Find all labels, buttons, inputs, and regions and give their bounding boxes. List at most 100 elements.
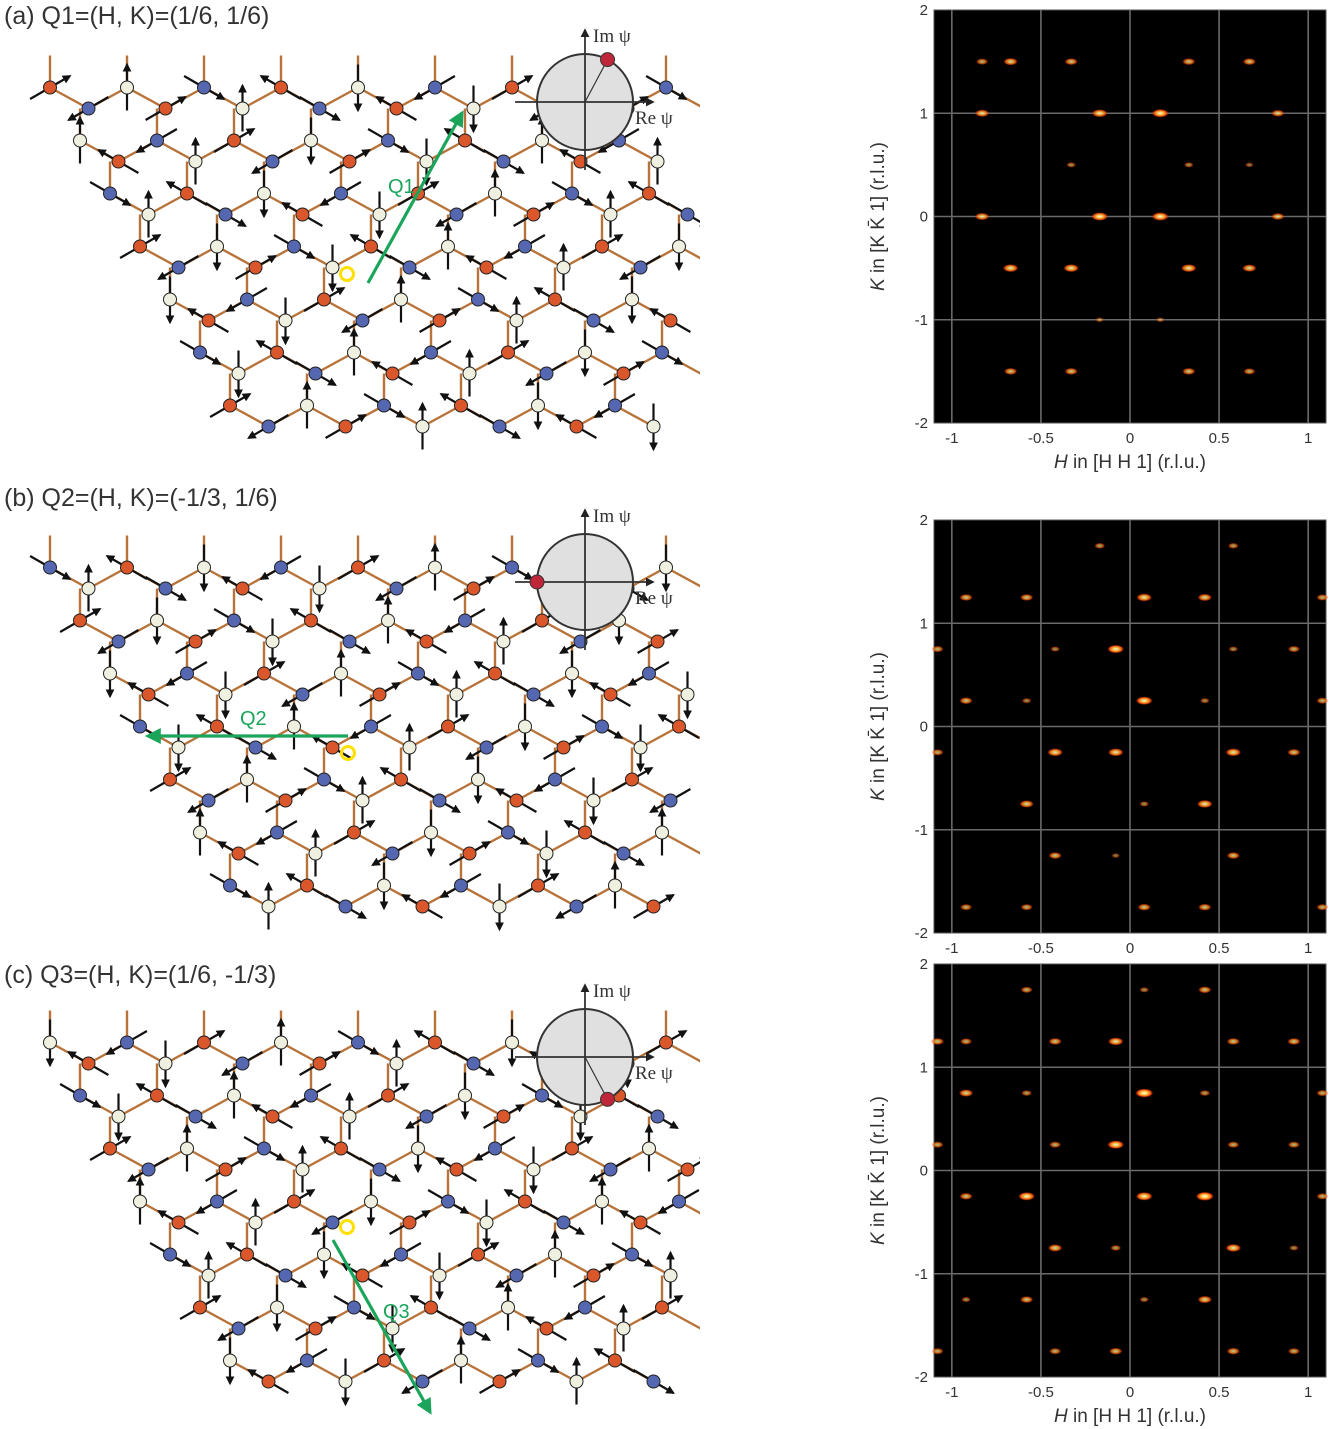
- spin-site: [619, 255, 661, 280]
- spin-ball: [364, 239, 378, 254]
- spin-ball: [338, 899, 353, 914]
- spin-ball: [257, 186, 271, 201]
- spin-site: [409, 1295, 452, 1320]
- spin-site: [389, 1038, 404, 1087]
- spin-site: [295, 1316, 337, 1341]
- bragg-peak: [1287, 1141, 1300, 1148]
- spin-ball: [334, 1141, 348, 1156]
- spin-ball: [295, 687, 310, 702]
- spin-site: [341, 308, 383, 333]
- spin-ball: [556, 260, 571, 275]
- spin-site: [210, 223, 224, 272]
- spin-site: [29, 555, 72, 580]
- spin-site: [265, 618, 280, 667]
- grid-lines: [934, 520, 1326, 933]
- spin-site: [105, 555, 148, 580]
- spin-site: [377, 862, 391, 911]
- spin-site: [175, 1104, 217, 1129]
- spin-site: [627, 181, 670, 206]
- panel-a-structure-factor-plot: -1 -0.5 0 0.5 1 2 1 0 -1 -2 K in [K K̄ 1] (r.l.u.)…: [868, 2, 1327, 473]
- spin-ball: [415, 419, 430, 434]
- spin-ball: [342, 634, 357, 649]
- spin-ball: [501, 1300, 515, 1315]
- spin-site: [235, 735, 277, 760]
- spin-ball: [308, 366, 323, 381]
- spin-site: [439, 873, 482, 898]
- spin-site: [595, 1176, 609, 1225]
- spin-ball: [240, 1247, 254, 1262]
- spin-ball: [650, 1109, 665, 1124]
- spin-site: [127, 1157, 169, 1182]
- spin-ball: [300, 398, 314, 413]
- spin-site: [525, 1316, 567, 1341]
- spin-site: [281, 202, 323, 227]
- spin-ball: [595, 719, 609, 734]
- spin-ball: [300, 878, 314, 893]
- bragg-peaks: [974, 57, 1285, 375]
- spin-ball: [565, 186, 579, 201]
- bragg-peaks: [930, 986, 1329, 1355]
- spin-ball: [150, 613, 164, 628]
- spin-ball: [261, 1374, 276, 1389]
- spin-site: [603, 841, 645, 866]
- bragg-peak: [960, 1038, 973, 1045]
- spin-site: [73, 115, 87, 164]
- spin-ball: [569, 899, 584, 914]
- spin-ball: [505, 80, 519, 95]
- spin-ball: [295, 1162, 310, 1177]
- spin-ball: [300, 1353, 314, 1368]
- spin-ball: [278, 313, 293, 328]
- spin-site: [209, 873, 252, 898]
- spin-site: [157, 255, 199, 280]
- spin-ball: [270, 345, 284, 360]
- spin-site: [389, 1210, 431, 1235]
- spin-ball: [595, 1194, 609, 1209]
- spin-ball: [248, 1215, 263, 1230]
- spin-ball: [625, 1247, 639, 1262]
- spin-site: [487, 820, 530, 845]
- spin-site: [565, 650, 579, 699]
- spin-ball: [479, 1215, 494, 1230]
- ordering-vector-label: Q3: [383, 1301, 410, 1323]
- spin-ball: [466, 581, 481, 596]
- spin-site: [525, 361, 567, 386]
- x-axis-label: H in [H H 1] (r.l.u.): [1054, 1406, 1206, 1427]
- spin-site: [589, 1157, 631, 1182]
- bragg-peak: [1018, 1192, 1036, 1201]
- spin-site: [672, 223, 686, 272]
- bragg-peak: [961, 1296, 971, 1303]
- spin-ball: [377, 1353, 391, 1368]
- spin-site: [531, 382, 545, 431]
- spin-site: [625, 276, 639, 325]
- spin-site: [81, 563, 96, 612]
- spin-site: [471, 756, 485, 805]
- spin-site: [209, 393, 252, 418]
- spin-ball: [312, 1056, 327, 1071]
- bragg-peak: [1021, 697, 1032, 704]
- spin-site: [319, 1136, 362, 1161]
- bragg-peak: [959, 697, 973, 705]
- spin-ball: [141, 207, 156, 222]
- spin-site: [637, 1104, 679, 1129]
- spin-site: [563, 1295, 606, 1320]
- spin-site: [633, 724, 648, 773]
- bragg-peak: [959, 1192, 973, 1200]
- spin-ball: [111, 154, 126, 169]
- spin-site: [158, 1040, 173, 1089]
- bragg-peak: [1316, 1089, 1329, 1097]
- spin-site: [495, 1263, 537, 1288]
- spin-ball: [287, 239, 301, 254]
- spin-site: [453, 1051, 495, 1076]
- spin-site: [539, 830, 554, 879]
- spin-ball: [526, 207, 541, 222]
- spin-ball: [312, 101, 327, 116]
- spin-site: [337, 1030, 380, 1055]
- spin-ball: [569, 419, 584, 434]
- spin-site: [411, 1125, 425, 1174]
- spin-site: [466, 85, 481, 134]
- spin-ball: [278, 793, 293, 808]
- bragg-peak: [1139, 1296, 1150, 1303]
- spin-ball: [342, 154, 357, 169]
- spin-ball: [193, 825, 207, 840]
- spin-site: [227, 1070, 241, 1119]
